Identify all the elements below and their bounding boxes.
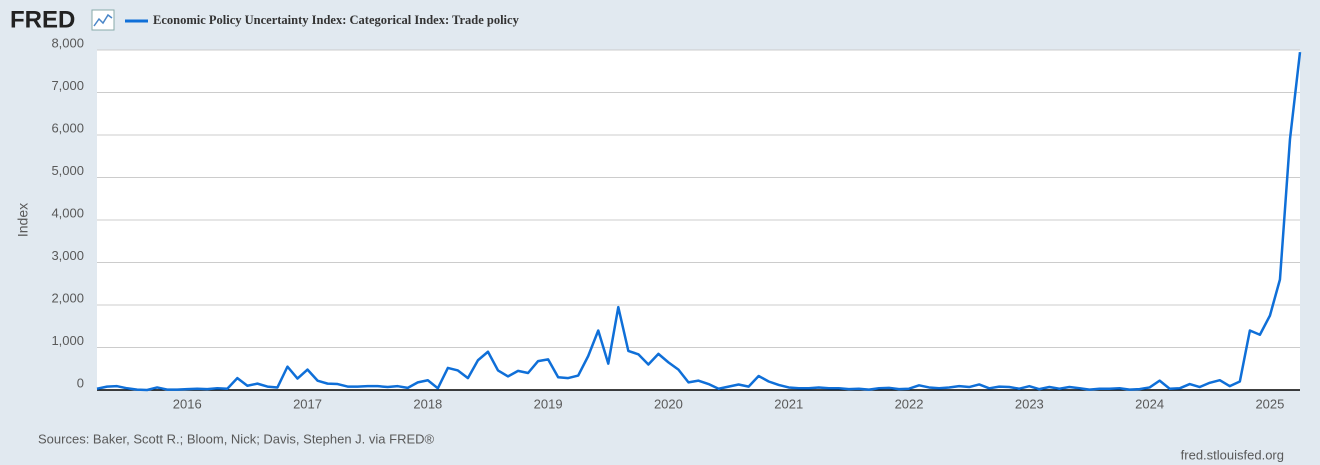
- y-tick-label: 4,000: [51, 205, 84, 220]
- x-tick-label: 2018: [413, 396, 442, 411]
- y-tick-label: 7,000: [51, 78, 84, 93]
- y-tick-label: 0: [77, 375, 84, 390]
- source: Sources: Baker, Scott R.; Bloom, Nick; D…: [38, 431, 435, 446]
- x-tick-label: 2019: [534, 396, 563, 411]
- logo-icon: [91, 9, 115, 31]
- y-tick-label: 1,000: [51, 333, 84, 348]
- data-line: [96, 51, 1302, 392]
- x-tick-label: 2023: [1015, 396, 1044, 411]
- y-tick-label: 3,000: [51, 248, 84, 263]
- x-tick-label: 2021: [774, 396, 803, 411]
- logo: FRED: [10, 6, 75, 33]
- legend-label: Economic Policy Uncertainty Index: Categ…: [153, 13, 520, 27]
- credit: fred.stlouisfed.org: [1181, 447, 1284, 462]
- y-tick-label: 5,000: [51, 163, 84, 178]
- x-tick-label: 2022: [895, 396, 924, 411]
- y-tick-label: 2,000: [51, 290, 84, 305]
- y-tick-label: 8,000: [51, 35, 84, 50]
- x-tick-label: 2016: [173, 396, 202, 411]
- x-tick-label: 2017: [293, 396, 322, 411]
- x-tick-label: 2025: [1255, 396, 1284, 411]
- x-tick-label: 2020: [654, 396, 683, 411]
- x-tick-label: 2024: [1135, 396, 1164, 411]
- y-axis-label: Index: [15, 203, 31, 237]
- y-tick-label: 6,000: [51, 120, 84, 135]
